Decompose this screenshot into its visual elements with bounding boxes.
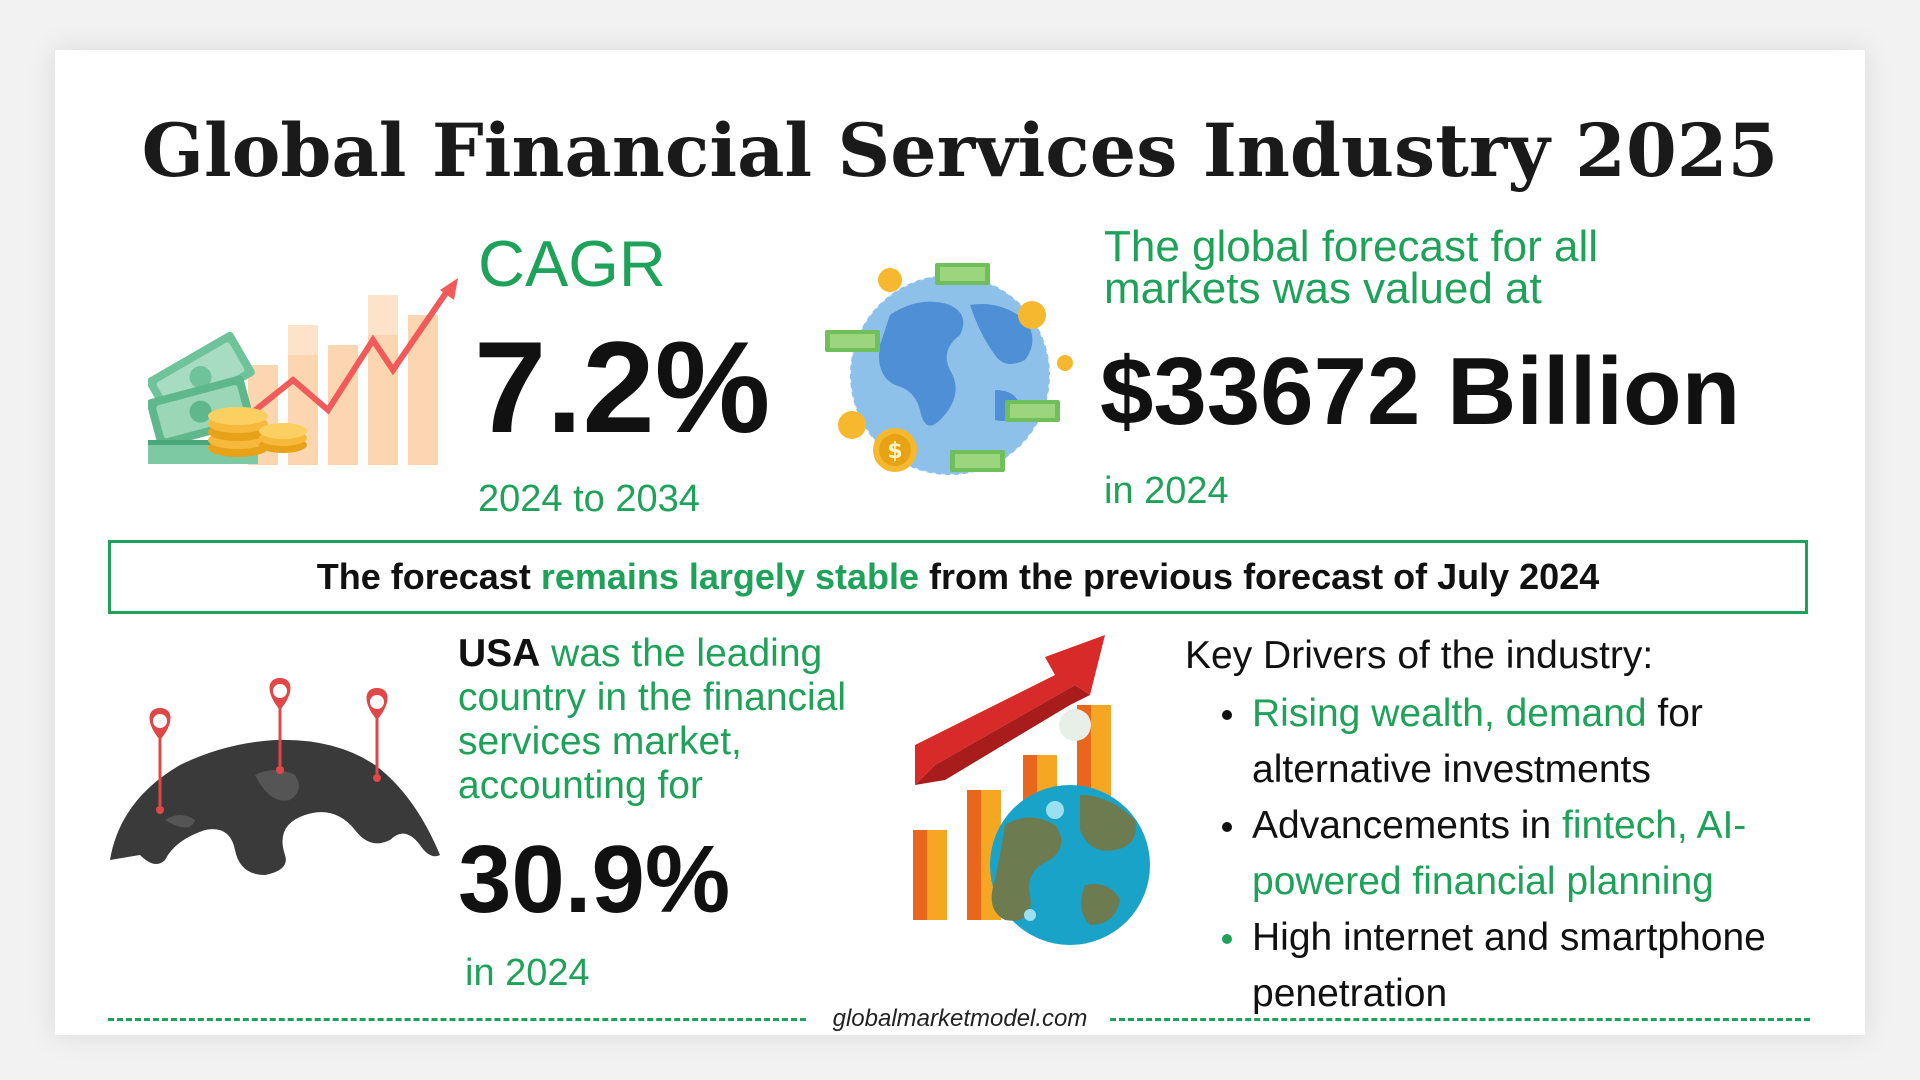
drivers-heading: Key Drivers of the industry: [1185, 634, 1654, 677]
forecast-text-line1: The global forecast for all [1104, 222, 1599, 271]
cagr-value: 7.2% [474, 314, 771, 460]
driver-item-1: Rising wealth, demand for alternative in… [1222, 686, 1802, 798]
globe-money-icon: $ [825, 263, 1073, 476]
usa-text: USA was the leading country in the finan… [458, 632, 898, 808]
driver-2-highlight: fintech, AI-powered financial planning [1252, 804, 1747, 903]
page-title: Global Financial Services Industry 2025 [141, 108, 1779, 194]
stability-highlight: remains largely stable [540, 556, 920, 597]
forecast-value: $33672 Billion [1100, 338, 1741, 445]
cagr-label: CAGR [478, 227, 666, 300]
growth-chart-globe-icon [913, 635, 1150, 945]
stability-before: The forecast [316, 556, 541, 597]
footer-divider-left [108, 1018, 806, 1021]
footer-divider-right [1110, 1018, 1810, 1021]
money-growth-chart-icon [148, 278, 458, 465]
driver-item-3: High internet and smartphone penetration [1222, 910, 1802, 1022]
driver-3-highlight: High internet and smartphone penetration [1252, 916, 1766, 1015]
driver-item-2: Advancements in fintech, AI-powered fina… [1222, 798, 1802, 910]
stability-banner: The forecast remains largely stable from… [108, 540, 1808, 614]
driver-1-highlight: Rising wealth, demand [1252, 692, 1647, 735]
stability-after: from the previous forecast of July 2024 [919, 556, 1600, 597]
cagr-period: 2024 to 2034 [478, 478, 700, 520]
usa-value: 30.9% [458, 826, 731, 933]
forecast-year: in 2024 [1104, 470, 1229, 512]
footer-site[interactable]: globalmarketmodel.com [832, 1005, 1088, 1032]
driver-2-lead: Advancements in [1252, 804, 1563, 847]
forecast-text-line2: markets was valued at [1104, 264, 1542, 313]
usa-description: was the leading country in the financial… [458, 632, 847, 807]
svg-text:$: $ [887, 439, 902, 464]
usa-year: in 2024 [465, 952, 590, 994]
drivers-list: Rising wealth, demand for alternative in… [1222, 686, 1802, 1022]
forecast-text: The global forecast for all markets was … [1104, 225, 1664, 313]
driver-1-rest: for alternative investments [1252, 692, 1703, 791]
usa-country: USA [458, 632, 541, 675]
world-map-pins-icon [110, 678, 440, 875]
